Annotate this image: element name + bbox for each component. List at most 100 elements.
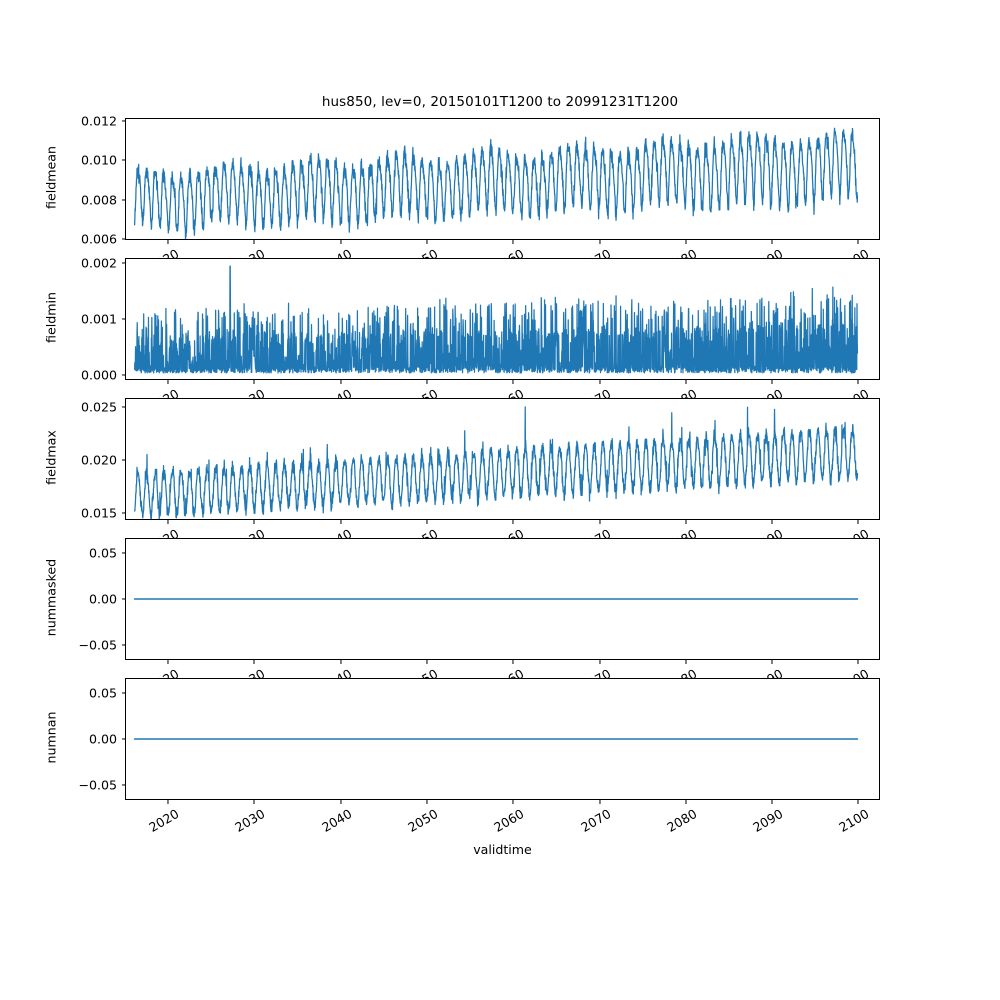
x-tick-mark [685,800,687,804]
axes-box-numnan [125,678,880,800]
data-line-fieldmean [135,128,858,239]
axes-box-nummasked [125,538,880,660]
y-tick-label: −0.05 [78,637,117,653]
axes-box-fieldmax [125,398,880,520]
x-tick-mark [771,520,773,524]
y-tick-mark [121,238,125,240]
x-tick-mark [426,800,428,804]
x-tick-mark [599,800,601,804]
x-tick-label: 2050 [405,806,441,836]
axes-box-fieldmean [125,118,880,240]
subplot-fieldmin: 0.0000.0010.002fieldmin20202030204020502… [44,256,880,415]
y-axis-label-nummasked: nummasked [43,558,59,637]
x-tick-mark [685,520,687,524]
y-tick-mark [121,644,125,646]
x-tick-mark [426,380,428,384]
x-tick-label: 2060 [491,806,527,836]
y-tick-label: 0.010 [80,152,117,168]
data-line-fieldmin [135,266,858,373]
x-tick-mark [857,520,859,524]
y-tick-label: 0.05 [88,685,117,701]
x-tick-label: 2080 [664,806,700,836]
y-tick-label: 0.015 [80,505,117,521]
y-tick-label: 0.020 [80,452,117,468]
x-tick-mark [253,380,255,384]
x-tick-mark [253,520,255,524]
y-axis-label-fieldmin: fieldmin [43,292,59,343]
y-tick-label: 0.008 [80,192,117,208]
y-tick-mark [121,120,125,122]
x-tick-mark [167,660,169,664]
x-tick-mark [426,240,428,244]
x-tick-mark [771,660,773,664]
x-tick-mark [167,240,169,244]
y-tick-label: 0.025 [80,399,117,415]
y-tick-mark [121,738,125,740]
figure-title: hus850, lev=0, 20150101T1200 to 20991231… [321,94,679,110]
x-tick-mark [340,520,342,524]
y-tick-mark [121,598,125,600]
y-tick-mark [121,199,125,201]
x-tick-mark [771,380,773,384]
x-tick-mark [599,660,601,664]
x-tick-mark [771,800,773,804]
x-tick-mark [512,660,514,664]
y-tick-mark [121,262,125,264]
x-tick-mark [167,800,169,804]
x-tick-mark [340,660,342,664]
x-tick-mark [426,520,428,524]
x-tick-mark [599,520,601,524]
y-tick-mark [121,318,125,320]
x-tick-mark [512,800,514,804]
x-tick-mark [426,660,428,664]
subplot-nummasked: −0.050.000.05nummasked202020302040205020… [44,538,880,695]
x-tick-mark [253,660,255,664]
x-tick-mark [167,380,169,384]
subplot-fieldmean: 0.0060.0080.0100.012fieldmean20202030204… [44,113,880,275]
x-tick-mark [512,380,514,384]
y-tick-mark [121,512,125,514]
x-tick-mark [857,800,859,804]
y-tick-label: 0.012 [80,113,117,129]
x-tick-mark [857,660,859,664]
x-tick-label: 2070 [577,806,614,836]
x-tick-mark [599,380,601,384]
y-tick-mark [121,692,125,694]
y-tick-label: 0.001 [80,311,117,327]
x-tick-mark [599,240,601,244]
x-tick-mark [253,240,255,244]
x-tick-mark [512,240,514,244]
y-tick-mark [121,406,125,408]
y-tick-mark [121,159,125,161]
y-tick-mark [121,552,125,554]
x-tick-label: 2030 [232,806,268,836]
y-axis-label-fieldmean: fieldmean [43,146,59,209]
y-tick-label: 0.05 [88,545,117,561]
x-tick-mark [685,660,687,664]
y-axis-label-numnan: numnan [43,711,59,764]
x-tick-mark [167,520,169,524]
x-tick-mark [771,240,773,244]
data-line-fieldmax [135,407,858,519]
x-tick-mark [512,520,514,524]
y-tick-label: 0.00 [88,731,117,747]
y-tick-label: 0.002 [80,255,117,271]
x-tick-mark [340,380,342,384]
x-axis-label: validtime [473,842,532,857]
subplot-numnan: −0.05 0.00 0.05 numnan 2020 2030 2040 2050 2060 2… [44,678,880,835]
x-tick-mark [685,380,687,384]
x-tick-label: 2040 [318,806,355,836]
axes-box-fieldmin [125,258,880,380]
x-tick-label: 2090 [750,806,786,836]
x-tick-label: 2020 [146,806,182,836]
x-tick-mark [857,380,859,384]
x-tick-mark [857,240,859,244]
x-tick-mark [685,240,687,244]
x-tick-mark [253,800,255,804]
y-tick-mark [121,459,125,461]
x-tick-mark [340,240,342,244]
y-axis-label-fieldmax: fieldmax [43,430,59,485]
y-tick-mark [121,374,125,376]
y-tick-mark [121,784,125,786]
